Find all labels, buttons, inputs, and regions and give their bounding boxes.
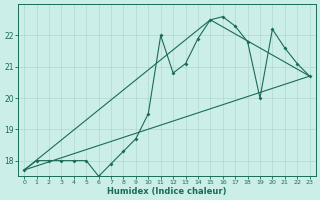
X-axis label: Humidex (Indice chaleur): Humidex (Indice chaleur) [107,187,227,196]
